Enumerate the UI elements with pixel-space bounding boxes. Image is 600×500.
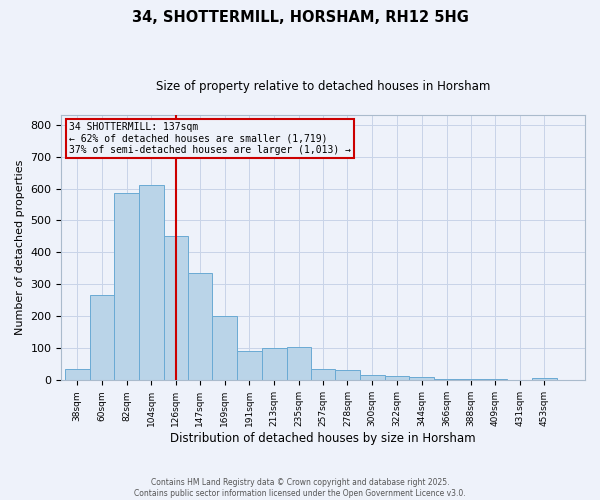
Bar (164, 236, 188, 380)
Bar (311, 368, 335, 380)
Bar (212, 316, 237, 380)
Bar (65, 368, 89, 380)
Y-axis label: Number of detached properties: Number of detached properties (15, 160, 25, 336)
Bar (89, 295, 115, 380)
Text: 34, SHOTTERMILL, HORSHAM, RH12 5HG: 34, SHOTTERMILL, HORSHAM, RH12 5HG (131, 10, 469, 25)
Bar (360, 375, 385, 380)
Bar (434, 379, 459, 380)
Bar (188, 273, 212, 380)
Bar (287, 348, 311, 380)
Bar (335, 370, 360, 380)
Bar (237, 350, 262, 380)
Bar (115, 194, 139, 380)
Bar (409, 377, 434, 380)
Bar (139, 186, 164, 380)
Text: Contains HM Land Registry data © Crown copyright and database right 2025.
Contai: Contains HM Land Registry data © Crown c… (134, 478, 466, 498)
Bar (385, 376, 409, 380)
Bar (262, 348, 287, 380)
Text: 34 SHOTTERMILL: 137sqm
← 62% of detached houses are smaller (1,719)
37% of semi-: 34 SHOTTERMILL: 137sqm ← 62% of detached… (69, 122, 351, 155)
Bar (459, 379, 482, 380)
X-axis label: Distribution of detached houses by size in Horsham: Distribution of detached houses by size … (170, 432, 476, 445)
Bar (482, 378, 508, 380)
Title: Size of property relative to detached houses in Horsham: Size of property relative to detached ho… (156, 80, 490, 93)
Bar (532, 378, 557, 380)
